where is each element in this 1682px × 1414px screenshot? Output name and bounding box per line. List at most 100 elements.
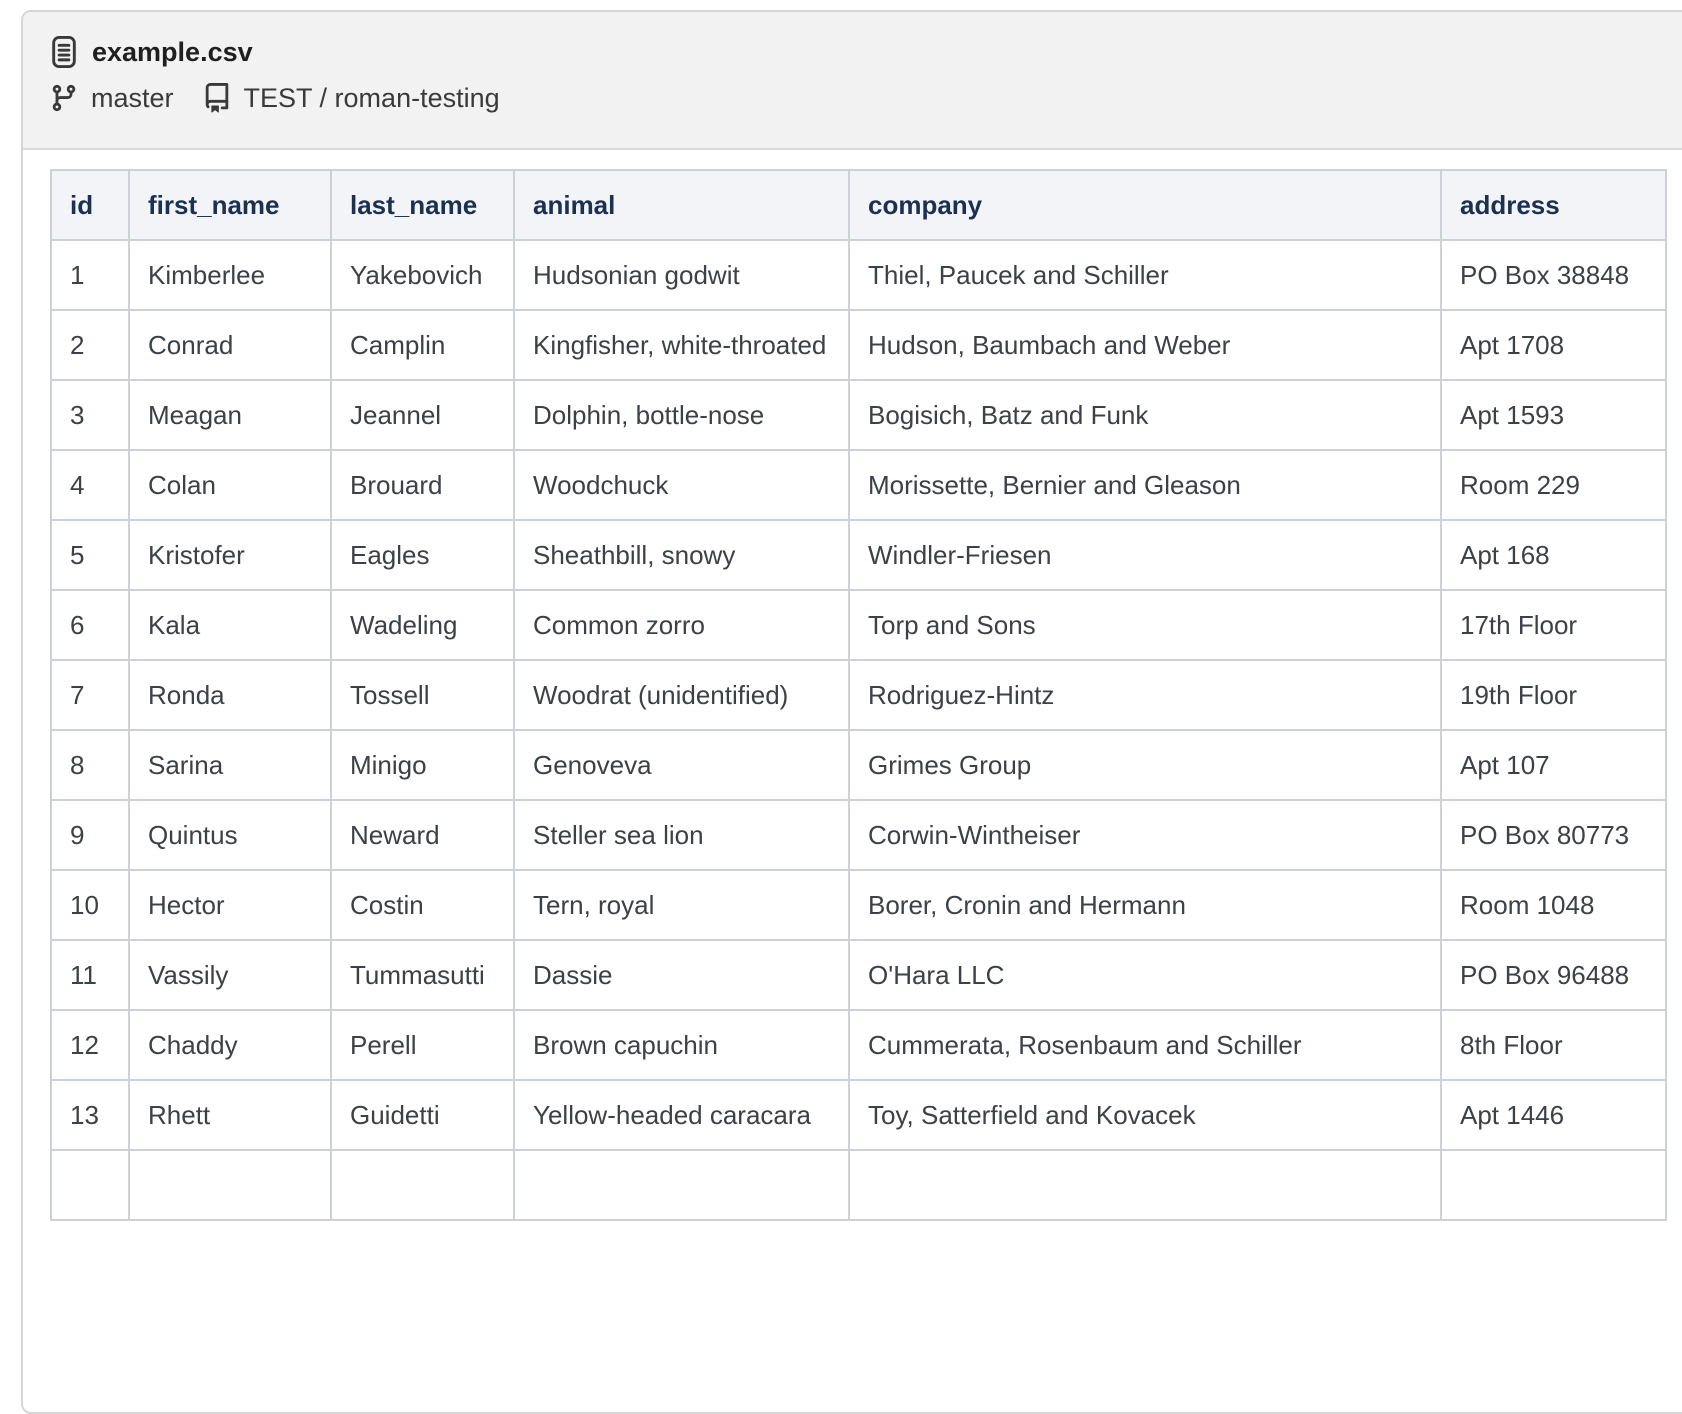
cell-animal: Common zorro: [513, 589, 850, 661]
cell-company: Grimes Group: [848, 729, 1442, 801]
cell-id: 6: [50, 589, 130, 661]
header-row: id first_name last_name animal company addres…: [50, 169, 1667, 241]
cell-animal: Brown capuchin: [513, 1009, 850, 1081]
table-row-partial: [50, 1149, 1667, 1221]
cell-last_name: Jeannel: [330, 379, 515, 451]
cell-address: Apt 107: [1440, 729, 1667, 801]
cell-first_name: Kimberlee: [128, 239, 332, 311]
repo-icon: [202, 83, 232, 113]
cell-last_name: Wadeling: [330, 589, 515, 661]
cell-company: O'Hara LLC: [848, 939, 1442, 1011]
cell-address: Apt 168: [1440, 519, 1667, 591]
table-row: 3 Meagan Jeannel Dolphin, bottle-nose Bogisi…: [50, 379, 1667, 451]
cell-first_name: Sarina: [128, 729, 332, 801]
table-row: 1 Kimberlee Yakebovich Hudsonian godwit Thie…: [50, 239, 1667, 311]
cell-id: 2: [50, 309, 130, 381]
column-header-last_name: last_name: [330, 169, 515, 241]
table-row: 11 Vassily Tummasutti Dassie O'Hara LLC PO Bo…: [50, 939, 1667, 1011]
cell-address: Apt 1593: [1440, 379, 1667, 451]
cell-address: Room 1048: [1440, 869, 1667, 941]
cell-last_name: Tummasutti: [330, 939, 515, 1011]
cell-animal: Sheathbill, snowy: [513, 519, 850, 591]
cell-id: 1: [50, 239, 130, 311]
table-row: 13 Rhett Guidetti Yellow-headed caracara Toy…: [50, 1079, 1667, 1151]
cell-id: 9: [50, 799, 130, 871]
csv-table: id first_name last_name animal company addres…: [50, 169, 1667, 1221]
cell-id: 8: [50, 729, 130, 801]
column-header-animal: animal: [513, 169, 850, 241]
git-branch-icon: [49, 83, 79, 113]
cell-empty: [330, 1149, 515, 1221]
file-header-section: example.csv master TEST / roman-testing: [23, 12, 1682, 150]
table-row: 8 Sarina Minigo Genoveva Grimes Group Apt 107: [50, 729, 1667, 801]
cell-last_name: Camplin: [330, 309, 515, 381]
cell-animal: Steller sea lion: [513, 799, 850, 871]
cell-id: 12: [50, 1009, 130, 1081]
file-view-panel: example.csv master TEST / roman-testing …: [21, 10, 1682, 1414]
file-body-section: id first_name last_name animal company addres…: [23, 150, 1682, 1221]
cell-empty: [848, 1149, 1442, 1221]
cell-address: 19th Floor: [1440, 659, 1667, 731]
table-row: 5 Kristofer Eagles Sheathbill, snowy Windler…: [50, 519, 1667, 591]
cell-company: Toy, Satterfield and Kovacek: [848, 1079, 1442, 1151]
table-row: 7 Ronda Tossell Woodrat (unidentified) Rodri…: [50, 659, 1667, 731]
cell-animal: Woodrat (unidentified): [513, 659, 850, 731]
column-header-company: company: [848, 169, 1442, 241]
cell-animal: Dolphin, bottle-nose: [513, 379, 850, 451]
cell-empty: [1440, 1149, 1667, 1221]
cell-last_name: Brouard: [330, 449, 515, 521]
cell-animal: Tern, royal: [513, 869, 850, 941]
cell-animal: Woodchuck: [513, 449, 850, 521]
cell-address: PO Box 96488: [1440, 939, 1667, 1011]
cell-company: Morissette, Bernier and Gleason: [848, 449, 1442, 521]
cell-id: 5: [50, 519, 130, 591]
file-lines-icon: [49, 35, 79, 69]
cell-first_name: Hector: [128, 869, 332, 941]
cell-company: Cummerata, Rosenbaum and Schiller: [848, 1009, 1442, 1081]
csv-table-head: id first_name last_name animal company addres…: [50, 169, 1667, 241]
cell-last_name: Guidetti: [330, 1079, 515, 1151]
cell-last_name: Costin: [330, 869, 515, 941]
cell-first_name: Vassily: [128, 939, 332, 1011]
cell-first_name: Meagan: [128, 379, 332, 451]
cell-last_name: Tossell: [330, 659, 515, 731]
cell-animal: Dassie: [513, 939, 850, 1011]
cell-id: 7: [50, 659, 130, 731]
cell-first_name: Rhett: [128, 1079, 332, 1151]
cell-first_name: Ronda: [128, 659, 332, 731]
cell-empty: [128, 1149, 332, 1221]
table-row: 2 Conrad Camplin Kingfisher, white-throated…: [50, 309, 1667, 381]
branch-link[interactable]: master: [91, 82, 174, 113]
repo-path-link[interactable]: TEST / roman-testing: [243, 82, 500, 113]
cell-first_name: Quintus: [128, 799, 332, 871]
csv-table-body: 1 Kimberlee Yakebovich Hudsonian godwit Thie…: [50, 239, 1667, 1221]
cell-company: Bogisich, Batz and Funk: [848, 379, 1442, 451]
cell-company: Hudson, Baumbach and Weber: [848, 309, 1442, 381]
cell-empty: [50, 1149, 130, 1221]
cell-address: 17th Floor: [1440, 589, 1667, 661]
cell-first_name: Chaddy: [128, 1009, 332, 1081]
cell-company: Rodriguez-Hintz: [848, 659, 1442, 731]
cell-id: 13: [50, 1079, 130, 1151]
cell-animal: Kingfisher, white-throated: [513, 309, 850, 381]
cell-address: 8th Floor: [1440, 1009, 1667, 1081]
cell-company: Thiel, Paucek and Schiller: [848, 239, 1442, 311]
cell-last_name: Eagles: [330, 519, 515, 591]
cell-id: 4: [50, 449, 130, 521]
cell-address: Apt 1708: [1440, 309, 1667, 381]
column-header-address: address: [1440, 169, 1667, 241]
cell-animal: Genoveva: [513, 729, 850, 801]
cell-address: Apt 1446: [1440, 1079, 1667, 1151]
cell-address: PO Box 38848: [1440, 239, 1667, 311]
cell-id: 10: [50, 869, 130, 941]
cell-first_name: Conrad: [128, 309, 332, 381]
file-name: example.csv: [92, 36, 253, 67]
cell-id: 11: [50, 939, 130, 1011]
cell-last_name: Yakebovich: [330, 239, 515, 311]
cell-last_name: Neward: [330, 799, 515, 871]
table-row: 6 Kala Wadeling Common zorro Torp and Sons 17…: [50, 589, 1667, 661]
cell-empty: [513, 1149, 850, 1221]
column-header-id: id: [50, 169, 130, 241]
cell-address: Room 229: [1440, 449, 1667, 521]
cell-company: Windler-Friesen: [848, 519, 1442, 591]
